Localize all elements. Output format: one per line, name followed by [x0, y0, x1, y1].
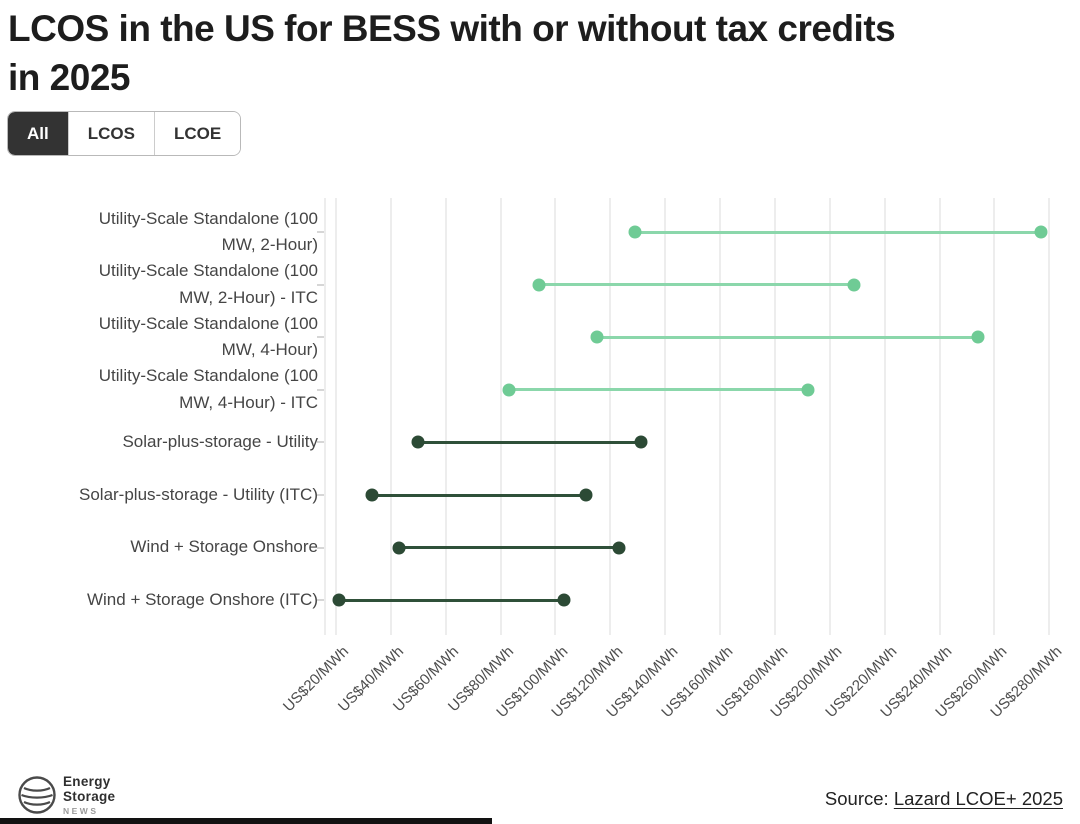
category-tick: [317, 231, 324, 233]
range-dot-low[interactable]: [392, 541, 406, 555]
category-label: Wind + Storage Onshore (ITC): [18, 587, 318, 614]
filter-tab-group: All LCOS LCOE: [7, 111, 242, 156]
tab-all[interactable]: All: [8, 112, 68, 155]
category-label: Solar-plus-storage - Utility (ITC): [18, 482, 318, 509]
range-dot-high[interactable]: [634, 435, 647, 449]
category-label-line: MW, 4-Hour): [221, 340, 318, 360]
category-label-line: Solar-plus-storage - Utility: [122, 432, 318, 452]
range-dot-high[interactable]: [579, 488, 593, 502]
gridline: [664, 198, 667, 635]
page-title: LCOS in the US for BESS with or without …: [8, 4, 896, 102]
gridline: [828, 198, 831, 635]
category-label: Utility-Scale Standalone (100 MW, 2-Hour)…: [18, 258, 318, 311]
tab-lcos[interactable]: LCOS: [67, 112, 154, 155]
gridline: [993, 198, 996, 635]
range-dot-low[interactable]: [502, 383, 516, 397]
gridline: [938, 198, 941, 635]
range-line: [371, 493, 586, 497]
category-tick: [317, 599, 324, 602]
range-dot-low[interactable]: [590, 330, 604, 344]
logo-word-news: NEWS: [63, 806, 99, 816]
logo-word-storage: Storage: [63, 788, 116, 804]
category-label-line: Utility-Scale Standalone (100: [98, 366, 318, 386]
category-label-line: Utility-Scale Standalone (100: [98, 261, 318, 281]
page-title-line-2: in 2025: [8, 57, 130, 98]
category-tick: [317, 494, 324, 496]
category-label: Utility-Scale Standalone (100 MW, 2-Hour): [18, 206, 318, 259]
range-dot-high[interactable]: [801, 383, 815, 397]
range-dot-low[interactable]: [365, 488, 379, 502]
category-label: Utility-Scale Standalone (100 MW, 4-Hour): [18, 311, 318, 364]
category-label-line: MW, 2-Hour): [221, 235, 318, 254]
gridline: [389, 198, 392, 635]
range-dot-high[interactable]: [1034, 225, 1048, 239]
gridline: [883, 198, 886, 635]
range-line: [635, 230, 1042, 234]
category-label-line: Utility-Scale Standalone (100: [98, 313, 318, 333]
logo-wordmark: Energy Storage NEWS: [63, 774, 115, 816]
range-line: [418, 440, 641, 444]
range-dot-high[interactable]: [557, 593, 571, 607]
logo-coil-icon: [16, 774, 58, 821]
category-label: Solar-plus-storage - Utility: [18, 429, 318, 456]
source-prefix: Source:: [824, 788, 894, 809]
category-tick: [317, 336, 324, 339]
gridline: [719, 198, 722, 635]
category-label: Wind + Storage Onshore: [18, 534, 318, 561]
category-tick: [317, 388, 324, 391]
gridline: [554, 198, 557, 635]
range-line: [596, 335, 978, 339]
category-label-line: Utility-Scale Standalone (100: [98, 208, 318, 228]
gridline: [499, 198, 502, 635]
range-line: [399, 546, 619, 550]
category-tick: [317, 441, 324, 444]
page-title-line-1: LCOS in the US for BESS with or without …: [8, 8, 896, 49]
gridline: [1048, 198, 1051, 635]
category-label-line: Solar-plus-storage - Utility (ITC): [79, 484, 318, 504]
category-label-line: MW, 2-Hour) - ITC: [179, 287, 318, 307]
source-line: Source: Lazard LCOE+ 2025: [825, 788, 1063, 810]
gridline: [773, 198, 776, 635]
gridline: [609, 198, 612, 635]
range-line: [538, 283, 855, 287]
category-tick: [317, 546, 324, 549]
gridline: [444, 198, 447, 635]
plot-left-boundary: [324, 198, 326, 635]
gridline: [334, 198, 337, 635]
source-link[interactable]: Lazard LCOE+ 2025: [893, 788, 1063, 809]
category-label-line: MW, 4-Hour) - ITC: [179, 392, 318, 412]
range-line: [338, 598, 564, 602]
logo-word-energy: Energy: [63, 774, 111, 789]
range-dot-high[interactable]: [971, 330, 985, 344]
category-tick: [317, 283, 324, 286]
category-label: Utility-Scale Standalone (100 MW, 4-Hour)…: [18, 363, 318, 416]
range-dot-low[interactable]: [532, 278, 546, 292]
range-dot-low[interactable]: [411, 435, 425, 449]
range-dot-high[interactable]: [847, 278, 861, 292]
energy-storage-news-logo: Energy Storage NEWS: [16, 774, 115, 821]
range-dot-low[interactable]: [628, 225, 642, 239]
range-line: [508, 388, 808, 392]
category-label-line: Wind + Storage Onshore (ITC): [86, 589, 318, 609]
embed-bottom-bar: [0, 818, 492, 824]
tab-lcoe[interactable]: LCOE: [153, 112, 241, 155]
category-label-line: Wind + Storage Onshore: [130, 537, 318, 557]
range-dot-low[interactable]: [332, 593, 346, 607]
range-dot-high[interactable]: [612, 541, 626, 555]
